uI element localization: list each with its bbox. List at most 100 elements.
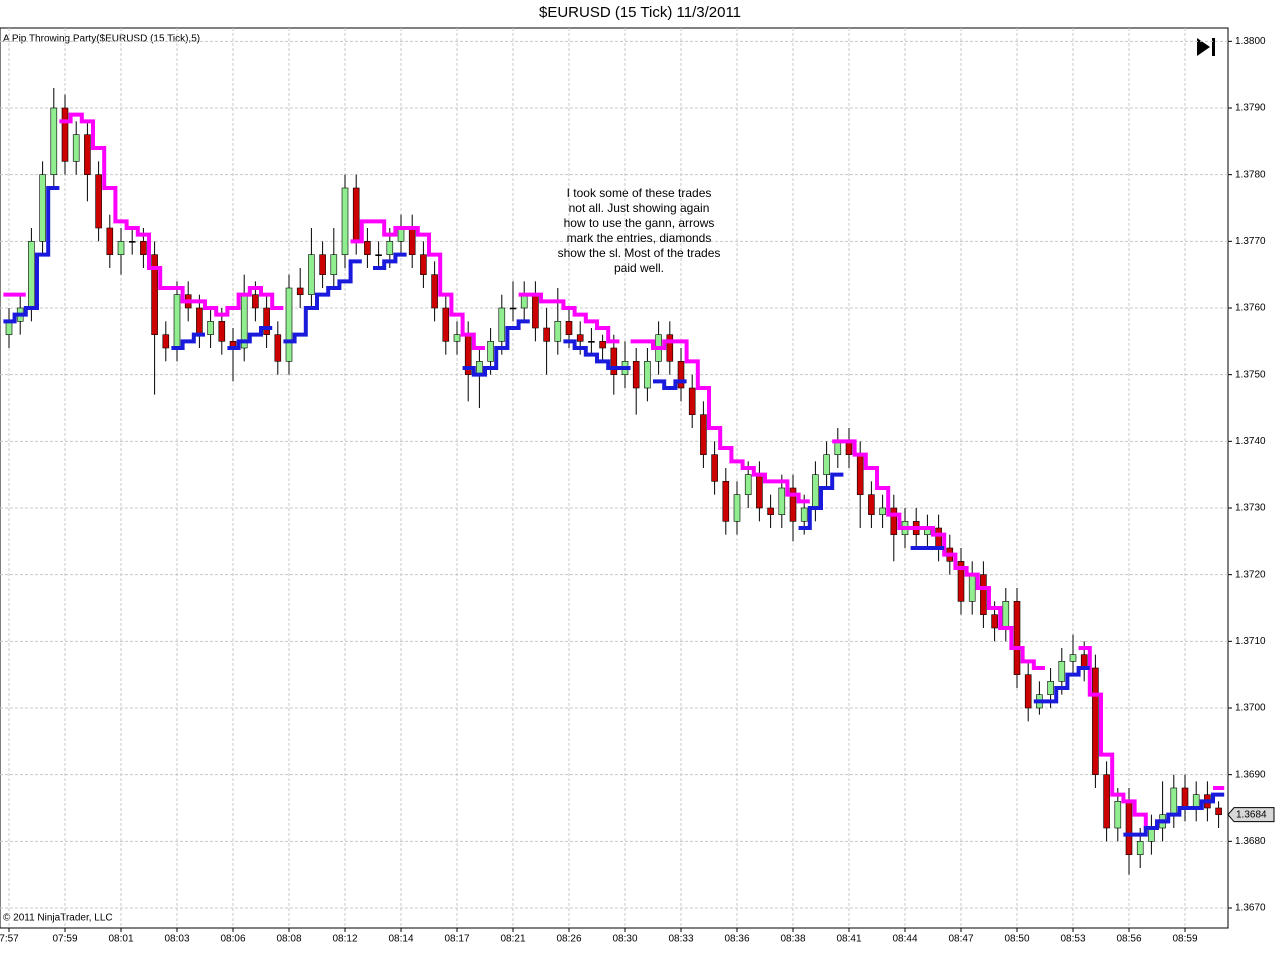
candle-body xyxy=(207,321,214,335)
x-tick-label: 08:44 xyxy=(892,934,917,945)
candle-body xyxy=(1170,787,1178,815)
candle-body xyxy=(50,107,58,175)
y-tick-label: 1.3730 xyxy=(1235,503,1266,514)
candle-body xyxy=(218,321,226,342)
candle-body xyxy=(330,254,338,275)
candle-body xyxy=(296,287,304,295)
candle-body xyxy=(1092,667,1099,775)
candle-body xyxy=(431,274,438,309)
candle-body xyxy=(308,254,315,295)
gann-line xyxy=(3,186,60,324)
y-tick-label: 1.3710 xyxy=(1235,636,1266,647)
last-price-label: 1.3684 xyxy=(1236,809,1267,820)
gann-line xyxy=(798,472,844,530)
plot-frame xyxy=(0,27,1229,929)
candle-body xyxy=(1215,807,1222,815)
gann-line xyxy=(462,319,530,377)
candle-body xyxy=(856,454,864,495)
candle-body xyxy=(151,254,158,335)
candle-body xyxy=(632,361,640,389)
y-tick-label: 1.3670 xyxy=(1235,903,1266,914)
candle-body xyxy=(420,254,427,275)
candle-body xyxy=(812,474,819,509)
candle-body xyxy=(263,307,270,335)
candle-body xyxy=(980,574,987,615)
x-tick-label: 08:21 xyxy=(500,934,525,945)
x-tick-label: 08:50 xyxy=(1004,934,1029,945)
candle-body xyxy=(688,387,696,415)
candle-body xyxy=(700,414,707,455)
candle-body xyxy=(106,227,114,255)
candle-body xyxy=(408,227,416,255)
gann-line xyxy=(373,252,407,270)
candle-body xyxy=(576,334,584,342)
annotation: not all. Just showing again xyxy=(569,201,710,215)
annotation: mark the entries, diamonds xyxy=(567,231,712,245)
candle-body xyxy=(800,507,808,522)
candle-body xyxy=(341,187,349,255)
candle-body xyxy=(117,241,125,255)
x-tick-label: 08:17 xyxy=(444,934,469,945)
x-tick-label: 08:53 xyxy=(1060,934,1085,945)
candle-body xyxy=(666,334,674,362)
candle-body xyxy=(767,507,774,515)
x-tick-label: 08:26 xyxy=(556,934,581,945)
gann-line xyxy=(227,326,273,350)
candle-body xyxy=(823,454,830,475)
candle-body xyxy=(39,174,46,242)
candle-body xyxy=(1069,654,1077,662)
candle-body xyxy=(565,321,573,335)
x-tick-label: 08:01 xyxy=(108,934,133,945)
candle-body xyxy=(968,574,976,602)
y-tick-label: 1.3740 xyxy=(1235,436,1266,447)
y-tick-label: 1.3770 xyxy=(1235,236,1266,247)
y-tick-label: 1.3800 xyxy=(1235,36,1266,47)
candle-body xyxy=(1024,674,1032,709)
gann-line xyxy=(653,379,687,390)
last-price-box xyxy=(1227,807,1275,823)
x-tick-label: 08:03 xyxy=(164,934,189,945)
candle-body xyxy=(1058,661,1066,682)
candle-body xyxy=(756,474,763,509)
y-tick-label: 1.3720 xyxy=(1235,569,1266,580)
candle-body xyxy=(1114,801,1122,829)
gann-line xyxy=(832,439,1045,670)
gann-line xyxy=(350,219,485,350)
candle-body xyxy=(386,241,394,255)
play-triangle[interactable] xyxy=(1197,38,1210,56)
y-tick-label: 1.3700 xyxy=(1235,703,1266,714)
x-tick-label: 08:30 xyxy=(612,934,637,945)
chart-title: $EURUSD (15 Tick) 11/3/2011 xyxy=(539,4,741,21)
gann-line xyxy=(630,339,810,504)
x-tick-label: 7:57 xyxy=(0,934,19,945)
candle-body xyxy=(543,327,550,342)
y-tick-label: 1.3680 xyxy=(1235,836,1266,847)
annotation: how to use the gann, arrows xyxy=(564,216,715,230)
x-tick-label: 08:56 xyxy=(1116,934,1141,945)
candle-body xyxy=(1136,841,1144,855)
candle-body xyxy=(252,294,259,309)
candle-body xyxy=(352,187,360,242)
candle-body xyxy=(957,561,965,602)
candle-body xyxy=(509,307,517,310)
play-bar[interactable] xyxy=(1212,38,1215,56)
candle-body xyxy=(274,334,282,362)
gann-line xyxy=(59,112,284,317)
candle-body xyxy=(319,254,326,275)
y-tick-label: 1.3760 xyxy=(1235,303,1266,314)
candle-body xyxy=(1047,681,1054,695)
candle-body xyxy=(722,481,730,522)
y-tick-label: 1.3790 xyxy=(1235,103,1266,114)
y-tick-label: 1.3690 xyxy=(1235,769,1266,780)
x-tick-label: 08:59 xyxy=(1172,934,1197,945)
candle-body xyxy=(644,361,651,389)
x-tick-label: 08:38 xyxy=(780,934,805,945)
candle-body xyxy=(1013,601,1021,675)
candle-body xyxy=(610,347,618,375)
candle-body xyxy=(72,134,80,162)
candle-body xyxy=(711,454,718,482)
play-icon[interactable] xyxy=(1197,38,1215,56)
gann-line xyxy=(563,339,631,370)
candle-body xyxy=(890,507,898,535)
